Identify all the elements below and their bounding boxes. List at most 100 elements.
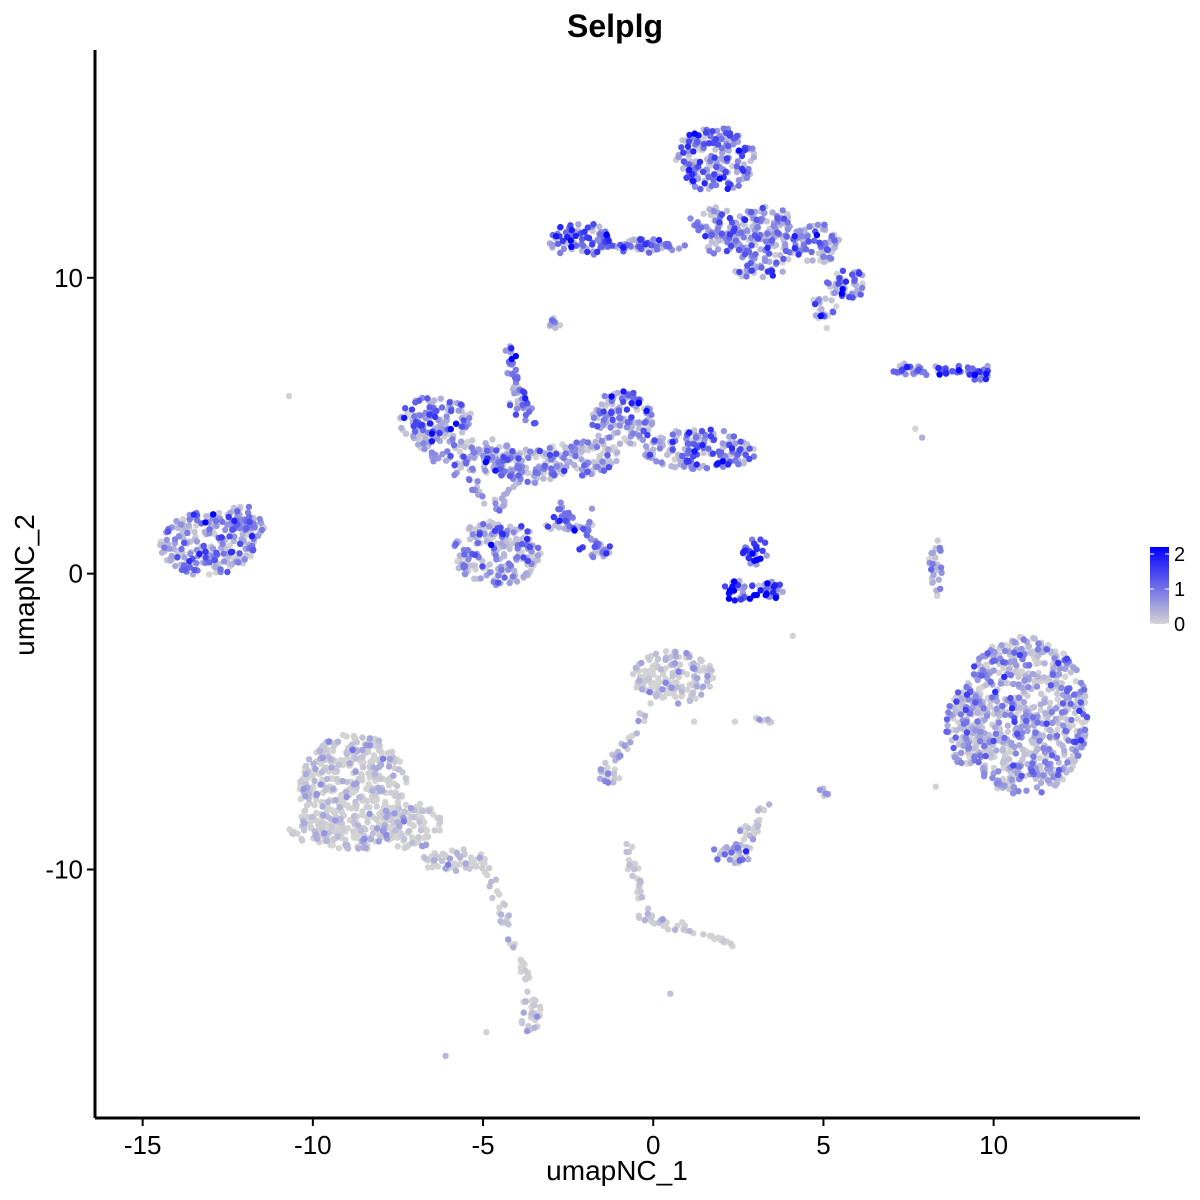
cell-point bbox=[820, 253, 827, 260]
cell-point bbox=[449, 436, 456, 443]
cell-point bbox=[604, 452, 611, 459]
cell-point bbox=[1053, 754, 1061, 762]
cell-point bbox=[226, 533, 233, 540]
cell-point bbox=[981, 742, 988, 750]
cell-point bbox=[471, 449, 478, 456]
cell-point bbox=[929, 560, 936, 567]
cell-point bbox=[225, 513, 232, 521]
cell-point bbox=[785, 256, 792, 263]
cell-point bbox=[943, 716, 951, 723]
cell-point bbox=[1076, 707, 1083, 714]
cell-point bbox=[210, 511, 217, 518]
cell-point bbox=[494, 888, 501, 895]
cell-point bbox=[687, 215, 694, 222]
cell-point bbox=[335, 761, 342, 768]
cell-point bbox=[428, 449, 435, 456]
cell-point bbox=[644, 910, 651, 917]
cell-point bbox=[1071, 691, 1078, 698]
cell-point bbox=[737, 438, 744, 445]
cell-point bbox=[1052, 705, 1060, 712]
cell-point bbox=[352, 755, 359, 762]
cell-point bbox=[1010, 784, 1018, 791]
cell-point bbox=[962, 734, 969, 741]
cell-point bbox=[1008, 700, 1016, 707]
cell-point bbox=[300, 820, 308, 827]
cell-point bbox=[731, 859, 738, 867]
cell-point bbox=[554, 240, 562, 247]
cell-point bbox=[685, 166, 693, 173]
cell-point bbox=[982, 681, 990, 689]
cell-point bbox=[343, 750, 350, 758]
cell-point bbox=[483, 538, 490, 545]
cell-point bbox=[329, 842, 336, 849]
cell-point bbox=[694, 138, 701, 146]
cell-point bbox=[635, 419, 642, 426]
cell-point bbox=[410, 422, 417, 430]
cell-point bbox=[856, 270, 863, 277]
cell-point bbox=[321, 830, 328, 837]
cell-point bbox=[645, 249, 653, 256]
cell-point bbox=[836, 275, 843, 282]
cell-point bbox=[636, 432, 643, 439]
cell-point bbox=[1013, 662, 1020, 669]
cell-point bbox=[206, 559, 213, 566]
cell-point bbox=[820, 258, 828, 266]
cell-point bbox=[472, 863, 480, 870]
cell-point bbox=[301, 807, 309, 814]
cell-point bbox=[236, 550, 243, 557]
cell-point bbox=[401, 835, 408, 843]
cell-point bbox=[256, 515, 263, 523]
cell-point bbox=[519, 536, 526, 543]
cell-point bbox=[675, 245, 683, 252]
cell-point bbox=[424, 833, 432, 840]
cell-point bbox=[691, 130, 698, 137]
cell-point bbox=[669, 673, 676, 680]
cell-point bbox=[461, 571, 469, 578]
cell-point bbox=[439, 850, 446, 858]
cell-point bbox=[928, 566, 935, 573]
cell-point bbox=[318, 819, 325, 826]
cell-point bbox=[710, 176, 717, 184]
cell-point bbox=[762, 238, 770, 245]
cell-point bbox=[605, 446, 612, 453]
cell-point bbox=[1046, 699, 1054, 707]
cell-point bbox=[791, 233, 798, 240]
cell-point bbox=[710, 250, 717, 257]
cell-point bbox=[970, 745, 978, 752]
cell-point bbox=[464, 546, 471, 554]
cell-point bbox=[993, 747, 1000, 754]
cell-point bbox=[562, 450, 569, 457]
cell-point bbox=[1027, 649, 1034, 656]
cell-point bbox=[761, 209, 768, 216]
cell-point bbox=[702, 233, 709, 240]
cell-point bbox=[211, 530, 218, 538]
cell-point bbox=[425, 807, 433, 815]
cell-point bbox=[709, 674, 717, 681]
cell-point bbox=[696, 158, 704, 166]
cell-point bbox=[763, 552, 770, 559]
cell-point bbox=[724, 185, 731, 192]
cell-point bbox=[754, 235, 762, 242]
cell-point bbox=[174, 554, 181, 561]
cell-point bbox=[521, 975, 529, 982]
cell-point bbox=[525, 1022, 532, 1030]
cell-point bbox=[642, 443, 650, 450]
cell-point bbox=[633, 730, 640, 737]
cell-point bbox=[617, 414, 624, 422]
cell-point bbox=[515, 472, 522, 479]
cell-point bbox=[452, 867, 460, 875]
cell-point bbox=[714, 246, 722, 253]
cell-point bbox=[511, 390, 518, 397]
cell-point bbox=[568, 243, 575, 250]
cell-point bbox=[359, 746, 366, 754]
cell-point bbox=[822, 790, 829, 797]
cell-point bbox=[952, 709, 960, 716]
cell-point bbox=[791, 245, 799, 252]
cell-point bbox=[1067, 669, 1075, 676]
cell-point bbox=[1072, 747, 1080, 755]
cell-point bbox=[334, 738, 342, 745]
cell-point bbox=[211, 557, 218, 564]
cell-point bbox=[402, 430, 410, 437]
cell-point bbox=[627, 440, 634, 447]
cell-point bbox=[1015, 681, 1022, 688]
